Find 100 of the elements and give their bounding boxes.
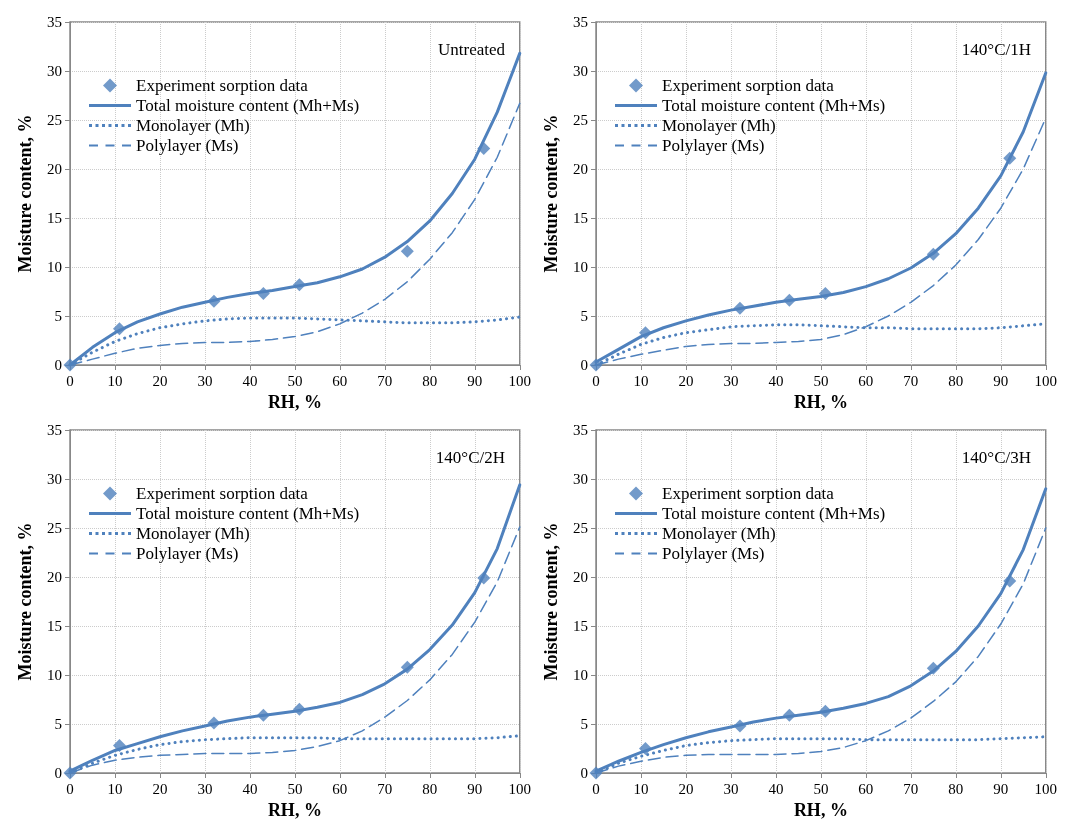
legend-label: Monolayer (Mh): [136, 116, 250, 135]
point: [292, 702, 306, 716]
point: [1003, 574, 1017, 588]
x-tick-label: 30: [197, 372, 213, 389]
legend-label: Experiment sorption data: [136, 484, 309, 503]
x-tick-label: 20: [152, 372, 168, 389]
x-tick-label: 40: [768, 372, 784, 389]
x-axis-title: RH, %: [267, 800, 322, 820]
x-tick-label: 30: [723, 372, 739, 389]
x-tick-label: 30: [723, 780, 739, 797]
point: [818, 286, 832, 300]
point: [1003, 151, 1017, 165]
point: [818, 704, 832, 718]
y-axis-title: Moisture content, %: [15, 522, 35, 681]
x-tick-label: 10: [107, 372, 123, 389]
legend-label: Monolayer (Mh): [136, 524, 250, 543]
x-tick-label: 100: [1034, 780, 1057, 797]
point: [926, 661, 940, 675]
point: [733, 301, 747, 315]
x-tick-label: 50: [287, 372, 303, 389]
y-tick-label: 0: [580, 765, 588, 781]
y-tick-label: 25: [573, 112, 588, 128]
y-tick-label: 35: [47, 422, 62, 438]
x-tick-label: 70: [377, 780, 393, 797]
legend-label: Polylayer (Ms): [136, 544, 239, 563]
point: [782, 293, 796, 307]
y-tick-label: 15: [47, 210, 62, 226]
x-tick-label: 90: [993, 372, 1009, 389]
text: 140°C/2H: [435, 448, 505, 467]
x-tick-label: 70: [903, 780, 919, 797]
y-tick-label: 5: [580, 716, 588, 732]
y-tick-label: 0: [54, 357, 62, 373]
x-axis-title: RH, %: [267, 392, 322, 412]
point: [782, 708, 796, 722]
x-tick-label: 0: [66, 780, 74, 797]
y-tick-label: 10: [47, 667, 62, 683]
x-tick-label: 0: [66, 372, 74, 389]
x-tick-label: 20: [678, 780, 694, 797]
y-tick-label: 30: [573, 63, 588, 79]
y-tick-label: 25: [47, 112, 62, 128]
point: [256, 286, 270, 300]
legend-label: Polylayer (Ms): [662, 136, 765, 155]
point: [400, 660, 414, 674]
x-axis-title: RH, %: [793, 392, 848, 412]
y-axis-title: Moisture content, %: [15, 114, 35, 273]
x-tick-label: 70: [903, 372, 919, 389]
x-tick-label: 0: [592, 372, 600, 389]
x-axis-title: RH, %: [793, 800, 848, 820]
y-tick-label: 20: [573, 161, 588, 177]
x-tick-label: 50: [813, 372, 829, 389]
point: [63, 766, 77, 780]
point: [256, 708, 270, 722]
x-tick-label: 90: [467, 372, 483, 389]
y-tick-label: 20: [47, 161, 62, 177]
point: [733, 719, 747, 733]
y-tick-label: 15: [573, 210, 588, 226]
x-tick-label: 10: [633, 780, 649, 797]
legend-label: Total moisture content (Mh+Ms): [136, 96, 360, 115]
y-axis-title: Moisture content, %: [541, 114, 561, 273]
x-tick-label: 80: [948, 372, 964, 389]
y-tick-label: 35: [47, 14, 62, 30]
text: 140°C/1H: [961, 40, 1031, 59]
y-tick-label: 30: [47, 471, 62, 487]
point: [589, 766, 603, 780]
y-tick-label: 5: [54, 716, 62, 732]
point: [400, 244, 414, 258]
legend-label: Monolayer (Mh): [662, 116, 776, 135]
legend-label: Total moisture content (Mh+Ms): [662, 504, 886, 523]
point: [112, 322, 126, 336]
point: [477, 571, 491, 585]
point: [63, 358, 77, 372]
x-tick-label: 100: [508, 780, 531, 797]
x-tick-label: 60: [332, 780, 348, 797]
y-tick-label: 10: [573, 259, 588, 275]
x-tick-label: 20: [678, 372, 694, 389]
y-tick-label: 15: [47, 618, 62, 634]
y-tick-label: 30: [573, 471, 588, 487]
x-tick-label: 60: [858, 780, 874, 797]
point: [207, 716, 221, 730]
x-tick-label: 40: [242, 372, 258, 389]
x-tick-label: 60: [858, 372, 874, 389]
text: 140°C/3H: [961, 448, 1031, 467]
x-tick-label: 100: [508, 372, 531, 389]
x-tick-label: 10: [633, 372, 649, 389]
x-tick-label: 90: [467, 780, 483, 797]
point: [926, 247, 940, 261]
x-tick-label: 30: [197, 780, 213, 797]
x-tick-label: 70: [377, 372, 393, 389]
y-tick-label: 0: [580, 357, 588, 373]
y-tick-label: 20: [573, 569, 588, 585]
legend-label: Experiment sorption data: [662, 484, 835, 503]
x-tick-label: 90: [993, 780, 1009, 797]
y-tick-label: 35: [573, 422, 588, 438]
legend-label: Monolayer (Mh): [662, 524, 776, 543]
point: [589, 358, 603, 372]
y-tick-label: 10: [573, 667, 588, 683]
legend-label: Total moisture content (Mh+Ms): [136, 504, 360, 523]
y-tick-label: 25: [573, 520, 588, 536]
legend-label: Polylayer (Ms): [136, 136, 239, 155]
point: [477, 141, 491, 155]
